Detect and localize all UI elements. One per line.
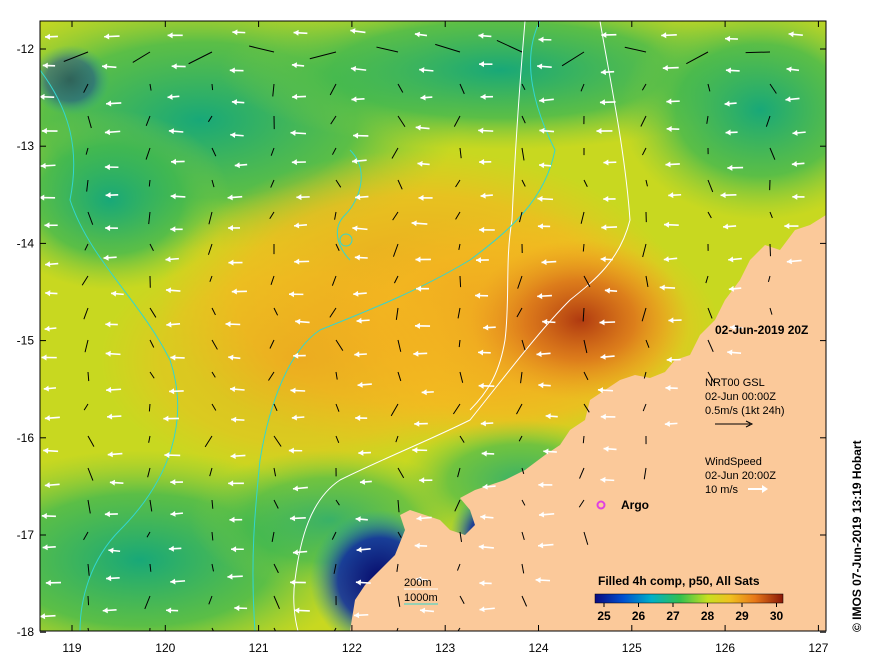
x-tick-label: 126 (715, 641, 735, 655)
vector-field (40, 28, 806, 631)
y-tick-label: -15 (17, 334, 35, 348)
x-tick-label: 125 (622, 641, 642, 655)
y-tick-label: -17 (17, 528, 35, 542)
x-axis: 119 120 121 122 123 124 125 126 127 (62, 21, 829, 655)
y-tick-label: -14 (17, 236, 35, 250)
sst-title: Filled 4h comp, p50, All Sats (598, 574, 760, 588)
argo-label: Argo (621, 498, 649, 512)
x-tick-label: 122 (342, 641, 362, 655)
x-tick-label: 120 (155, 641, 175, 655)
wind-title: WindSpeed (705, 456, 762, 468)
sst-colorbar-ramp (594, 593, 784, 604)
x-tick-label: 121 (249, 641, 269, 655)
wind-time: 02-Jun 20:00Z (705, 470, 776, 482)
y-axis: -12 -13 -14 -15 -16 -17 -18 (17, 42, 826, 639)
contour-200m (293, 21, 631, 631)
land-mass (350, 215, 826, 631)
contour-1000m (252, 21, 556, 631)
currents-time: 02-Jun 00:00Z (705, 391, 776, 403)
argo-legend: Argo (596, 498, 649, 512)
sst-tick-label: 26 (632, 609, 646, 623)
plot-frame (39, 20, 827, 632)
y-tick-label: -13 (17, 139, 35, 153)
argo-marker (596, 500, 606, 510)
sst-tick-label: 29 (735, 609, 749, 623)
contour-legend: 200m 1000m (404, 577, 438, 605)
sst-tick-label: 28 (701, 609, 715, 623)
contour-1000m-b (40, 69, 179, 631)
contour-1000m-c (336, 149, 362, 261)
x-tick-label: 123 (435, 641, 455, 655)
currents-legend: NRT00 GSL 02-Jun 00:00Z 0.5m/s (1kt 24h) (705, 377, 784, 428)
y-tick-label: -18 (17, 625, 35, 639)
sst-colorbar: Filled 4h comp, p50, All Sats 25 26 27 28 29… (594, 574, 784, 623)
x-tick-label: 127 (808, 641, 828, 655)
date-label: 02-Jun-2019 20Z (715, 323, 808, 337)
wind-scale: 10 m/s (705, 484, 739, 496)
contour-200-label: 200m (404, 577, 432, 589)
contour-200m-b (469, 21, 526, 411)
contours (40, 21, 631, 631)
x-tick-label: 124 (528, 641, 548, 655)
credit-label: © IMOS 07-Jun-2019 13:19 Hobart (850, 440, 864, 632)
sst-tick-label: 25 (597, 609, 611, 623)
sst-tick-label: 27 (666, 609, 680, 623)
contour-1000-label: 1000m (404, 592, 438, 604)
x-tick-label: 119 (62, 641, 81, 655)
currents-title: NRT00 GSL (705, 377, 765, 389)
y-tick-label: -16 (17, 431, 35, 445)
y-tick-label: -12 (17, 42, 35, 56)
currents-scale: 0.5m/s (1kt 24h) (705, 405, 784, 417)
wind-legend: WindSpeed 02-Jun 20:00Z 10 m/s (705, 456, 776, 496)
sst-tick-label: 30 (770, 609, 784, 623)
